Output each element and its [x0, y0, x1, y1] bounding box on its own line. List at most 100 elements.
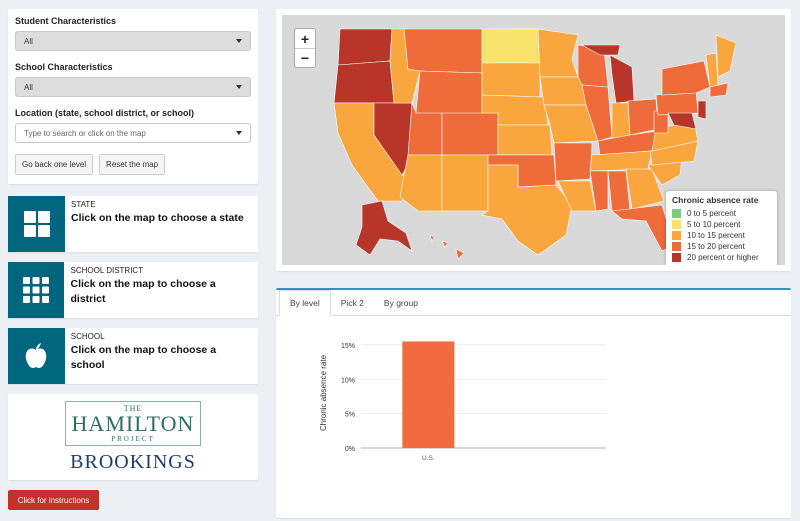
- grid-2x2-icon: [8, 196, 65, 252]
- tab-by-group[interactable]: By group: [383, 297, 418, 308]
- caret-down-icon: [236, 85, 242, 89]
- map-legend: Chronic absence rate 0 to 5 percent 5 to …: [666, 191, 777, 265]
- state-michigan: [609, 54, 635, 104]
- state-card: STATE Click on the map to choose a state: [8, 196, 258, 252]
- legend-label: 5 to 10 percent: [687, 220, 741, 229]
- state-new-york: [661, 60, 711, 96]
- chart-panel: By level Pick 2 By group 0% 5% 10% 15% Chron…: [276, 288, 791, 518]
- state-ohio: [627, 98, 659, 136]
- state-tennessee: [589, 150, 653, 172]
- state-arkansas: [553, 142, 593, 182]
- district-card-caption: SCHOOL DISTRICT: [70, 266, 144, 275]
- state-texas: [481, 164, 573, 256]
- legend-swatch: [672, 253, 681, 262]
- tab-by-level[interactable]: By level: [279, 290, 331, 316]
- state-south-dakota: [481, 62, 541, 98]
- map-panel: + −: [276, 9, 791, 271]
- legend-label: 20 percent or higher: [687, 253, 759, 262]
- brookings-logo: BROOKINGS: [70, 450, 196, 473]
- us-map[interactable]: + −: [282, 15, 785, 265]
- legend-item: 5 to 10 percent: [672, 219, 771, 230]
- logo-project: PROJECT: [111, 434, 155, 443]
- hamilton-brookings-logo: THE HAMILTON PROJECT BROOKINGS: [8, 394, 258, 480]
- school-characteristics-select[interactable]: All: [15, 77, 251, 97]
- state-hawaii-2: [441, 240, 449, 248]
- caret-down-icon: [236, 39, 242, 43]
- reset-map-button[interactable]: Reset the map: [99, 154, 166, 175]
- state-georgia: [625, 168, 665, 210]
- instructions-button[interactable]: Click for instructions: [8, 490, 99, 510]
- apple-icon: [8, 328, 65, 384]
- district-card: SCHOOL DISTRICT Click on the map to choo…: [8, 262, 258, 318]
- state-oregon: [333, 60, 395, 104]
- school-card: SCHOOL Click on the map to choose a scho…: [8, 328, 258, 384]
- legend-item: 20 percent or higher: [672, 252, 771, 263]
- student-characteristics-select[interactable]: All: [15, 31, 251, 51]
- state-michigan-upper: [580, 44, 621, 56]
- state-new-mexico: [441, 154, 489, 212]
- school-characteristics-label: School Characteristics: [15, 62, 113, 72]
- school-card-text: Click on the map to choose a school: [70, 344, 217, 371]
- state-card-caption: STATE: [71, 200, 96, 209]
- go-back-button[interactable]: Go back one level: [15, 154, 94, 175]
- state-massachusetts: [709, 82, 729, 98]
- y-tick-label: 5%: [345, 412, 355, 419]
- caret-down-icon: [236, 131, 242, 135]
- bar-chart: 0% 5% 10% 15% Chronic absence rate U.S.: [319, 341, 606, 462]
- location-search-input[interactable]: Type to search or click on the map: [15, 123, 251, 143]
- state-indiana: [611, 102, 631, 140]
- legend-swatch: [672, 242, 681, 251]
- state-illinois: [581, 84, 613, 142]
- state-florida: [611, 204, 675, 252]
- state-north-dakota: [481, 28, 541, 64]
- logo-the: THE: [123, 403, 143, 413]
- logo-hamilton: HAMILTON: [71, 410, 195, 436]
- state-minnesota: [537, 28, 579, 78]
- hamilton-project-logo: THE HAMILTON PROJECT: [64, 400, 202, 446]
- location-placeholder: Type to search or click on the map: [24, 128, 146, 138]
- legend-item: 15 to 20 percent: [672, 241, 771, 252]
- state-iowa: [539, 76, 587, 106]
- school-card-caption: SCHOOL: [70, 332, 105, 341]
- school-characteristics-value: All: [24, 82, 33, 92]
- legend-label: 0 to 5 percent: [687, 209, 736, 218]
- state-card-text: Click on the map to choose a state: [71, 212, 244, 224]
- location-label: Location (state, school district, or sch…: [15, 108, 195, 118]
- state-alaska: [355, 200, 413, 256]
- tab-pick-2[interactable]: Pick 2: [340, 297, 364, 308]
- legend-item: 10 to 15 percent: [672, 230, 771, 241]
- zoom-in-button[interactable]: +: [300, 30, 310, 47]
- x-tick-label: U.S.: [422, 455, 435, 462]
- state-hawaii-1: [429, 234, 435, 242]
- y-axis-label: Chronic absence rate: [319, 354, 328, 431]
- state-missouri: [543, 104, 599, 144]
- legend-swatch: [672, 220, 681, 229]
- state-kansas: [497, 124, 553, 156]
- states-layer[interactable]: [282, 15, 785, 265]
- y-tick-label: 0%: [345, 446, 355, 453]
- student-characteristics-label: Student Characteristics: [15, 16, 117, 26]
- state-arizona: [399, 154, 443, 212]
- chart-tabs: By level Pick 2 By group: [276, 290, 791, 316]
- grid-3x3-icon: [8, 262, 65, 318]
- legend-label: 15 to 20 percent: [687, 242, 745, 251]
- state-washington: [337, 28, 393, 66]
- y-tick-label: 10%: [341, 377, 355, 384]
- state-wyoming: [415, 70, 483, 116]
- legend-swatch: [672, 231, 681, 240]
- y-tick-label: 15%: [341, 343, 355, 350]
- bar: [402, 341, 455, 448]
- state-new-jersey: [697, 100, 707, 120]
- legend-item: 0 to 5 percent: [672, 208, 771, 219]
- state-mississippi: [589, 170, 609, 212]
- state-hawaii-3: [455, 248, 465, 260]
- state-maryland: [667, 112, 697, 130]
- zoom-control: + −: [294, 28, 316, 68]
- legend-swatch: [672, 209, 681, 218]
- student-characteristics-value: All: [24, 36, 33, 46]
- zoom-out-button[interactable]: −: [295, 48, 315, 67]
- state-alabama: [607, 170, 631, 212]
- legend-title: Chronic absence rate: [672, 195, 759, 205]
- state-maine: [715, 34, 737, 78]
- district-card-text: Click on the map to choose a district: [70, 278, 216, 305]
